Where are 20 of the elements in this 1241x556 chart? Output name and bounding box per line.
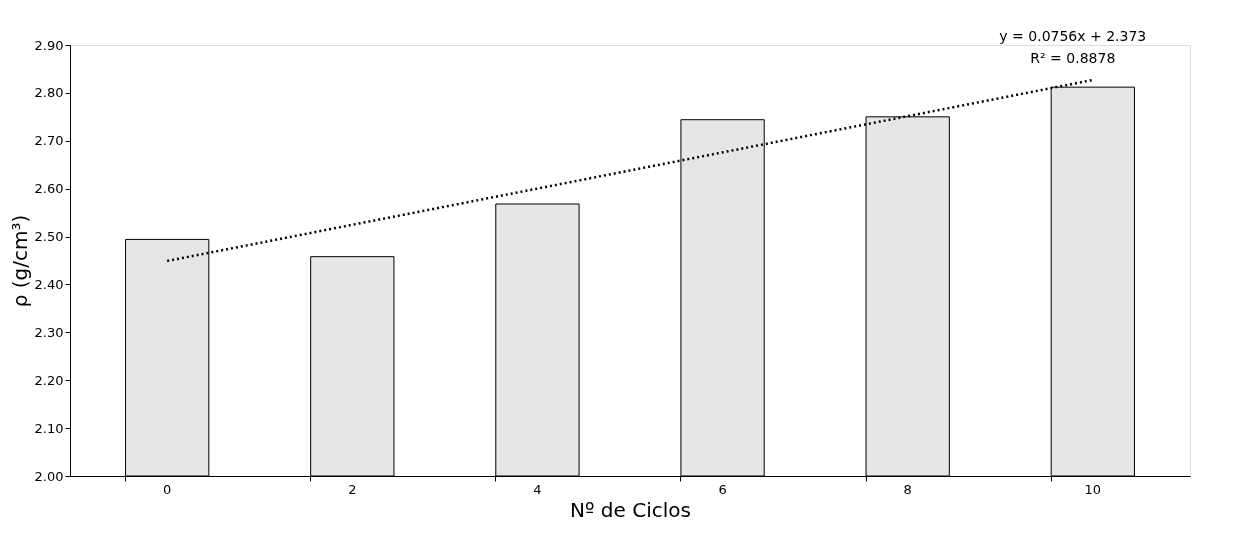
x-tick-label: 6 <box>718 481 727 497</box>
x-tick-label: 10 <box>1084 481 1102 497</box>
y-tick-label: 2.50 <box>34 229 64 245</box>
x-tick-label: 2 <box>348 481 357 497</box>
x-tick-label: 4 <box>533 481 542 497</box>
y-tick-label: 2.10 <box>34 420 64 436</box>
y-axis-title: ρ (g/cm³) <box>7 214 32 308</box>
annotation: R² = 0.8878 <box>1030 50 1116 66</box>
text: y = 0.0756x + 2.373 <box>999 28 1147 44</box>
x-tick-label: 8 <box>903 481 912 497</box>
y-tick-label: 2.40 <box>34 276 64 292</box>
x-axis-title: Nº de Ciclos <box>570 497 691 522</box>
y-tick-label: 2.30 <box>34 324 64 340</box>
y-tick-label: 2.70 <box>34 133 64 149</box>
y-tick-label: 2.00 <box>34 468 64 484</box>
y-tick-label: 2.80 <box>34 85 64 101</box>
y-tick-label: 2.20 <box>34 372 64 388</box>
y-tick-label: 2.90 <box>34 37 64 53</box>
x-tick-label: 0 <box>163 481 172 497</box>
y-tick-label: 2.60 <box>34 181 64 197</box>
